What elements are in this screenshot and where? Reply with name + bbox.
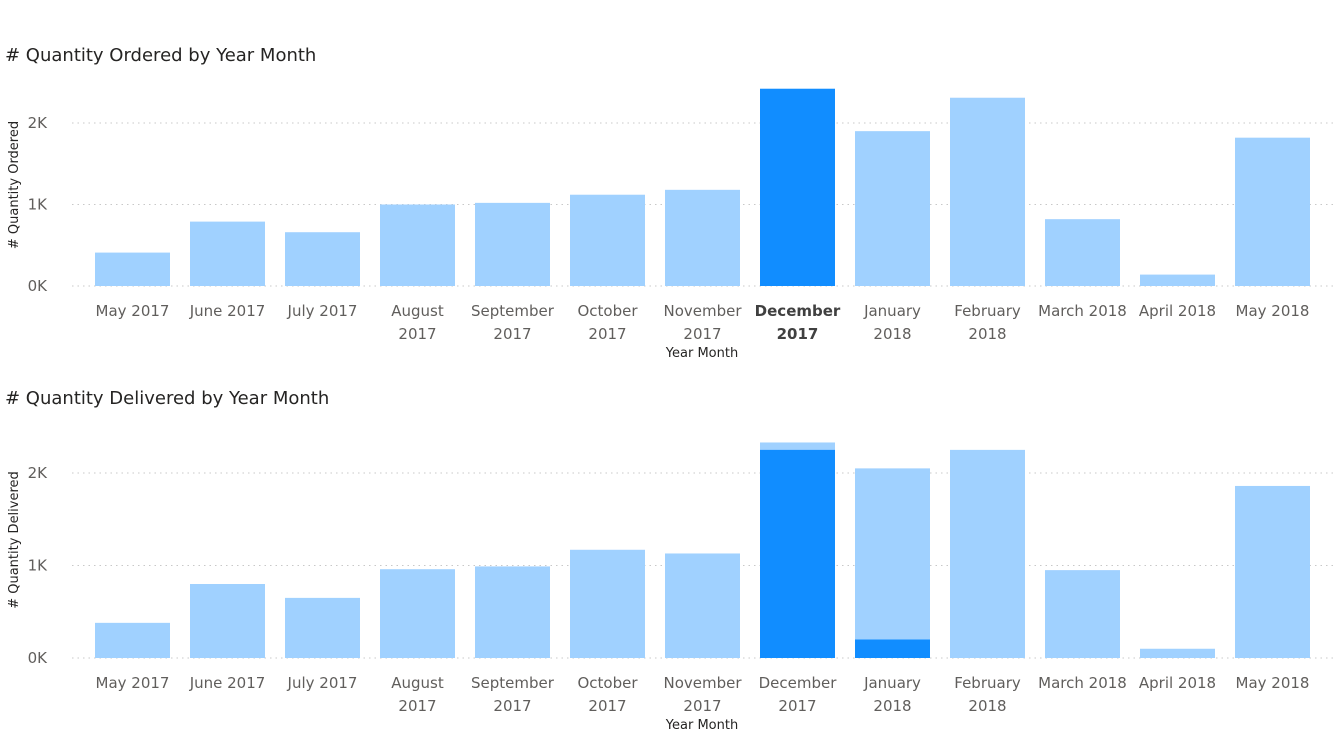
x-tick-label: June 2017 xyxy=(189,302,266,320)
x-tick-label: 2017 xyxy=(493,697,531,715)
bar-highlight[interactable] xyxy=(760,449,835,658)
bar[interactable] xyxy=(1235,485,1310,658)
x-tick-label: July 2017 xyxy=(287,674,358,692)
x-tick-label: 2018 xyxy=(968,697,1006,715)
x-tick-label: October xyxy=(577,674,638,692)
y-tick-label: 1K xyxy=(28,557,49,575)
bar[interactable] xyxy=(1235,137,1310,286)
x-tick-label: April 2018 xyxy=(1139,674,1216,692)
x-tick-label: August xyxy=(391,674,444,692)
x-tick-label: October xyxy=(577,302,638,320)
bar[interactable] xyxy=(570,194,645,286)
x-tick-label: February xyxy=(954,302,1021,320)
x-axis-title: Year Month xyxy=(665,718,738,733)
x-tick-label: December xyxy=(759,674,838,692)
y-tick-label: 2K xyxy=(28,114,49,132)
bar[interactable] xyxy=(950,97,1025,286)
x-tick-label: 2018 xyxy=(873,325,911,343)
x-tick-label: 2017 xyxy=(683,697,721,715)
x-tick-label: May 2018 xyxy=(1236,302,1310,320)
x-tick-label: February xyxy=(954,674,1021,692)
bar[interactable] xyxy=(475,566,550,658)
bar-highlight[interactable] xyxy=(760,88,835,287)
bar[interactable] xyxy=(855,468,930,658)
x-tick-label: 2017 xyxy=(588,325,626,343)
bar[interactable] xyxy=(950,449,1025,658)
x-tick-label: March 2018 xyxy=(1038,674,1127,692)
bar[interactable] xyxy=(665,553,740,658)
x-tick-label: November xyxy=(663,674,742,692)
x-tick-label: 2017 xyxy=(398,325,436,343)
bar[interactable] xyxy=(285,232,360,286)
bar[interactable] xyxy=(190,221,265,286)
bar[interactable] xyxy=(285,597,360,658)
x-tick-label: September xyxy=(471,302,555,320)
x-tick-label: 2017 xyxy=(588,697,626,715)
bar[interactable] xyxy=(475,202,550,286)
bar[interactable] xyxy=(190,584,265,658)
x-tick-label: July 2017 xyxy=(287,302,358,320)
chart-title-quantity-delivered: # Quantity Delivered by Year Month xyxy=(5,388,330,409)
chart-1: 0K 1K 2K # Quantity Ordered May 2017 June 201… xyxy=(7,88,1335,361)
y-tick-label: 2K xyxy=(28,464,49,482)
y-tick-label: 1K xyxy=(28,196,49,214)
bar[interactable] xyxy=(665,189,740,286)
x-tick-label: 2017 xyxy=(398,697,436,715)
x-tick-label: June 2017 xyxy=(189,674,266,692)
x-tick-label: 2017 xyxy=(778,697,816,715)
y-tick-label: 0K xyxy=(28,649,49,667)
x-axis-title: Year Month xyxy=(665,346,738,361)
x-tick-label: May 2017 xyxy=(96,674,170,692)
x-tick-label: January xyxy=(863,674,921,692)
x-tick-label: January xyxy=(863,302,921,320)
chart-2: 0K 1K 2K # Quantity Delivered May 2017 June 2… xyxy=(7,442,1335,733)
bar[interactable] xyxy=(855,131,930,286)
y-axis-title: # Quantity Delivered xyxy=(7,471,22,609)
x-tick-label: August xyxy=(391,302,444,320)
x-tick-label: March 2018 xyxy=(1038,302,1127,320)
bar-highlight[interactable] xyxy=(855,639,930,659)
x-tick-label: 2017 xyxy=(777,325,819,343)
x-tick-label: 2018 xyxy=(873,697,911,715)
x-tick-label: May 2018 xyxy=(1236,674,1310,692)
y-axis-title: # Quantity Ordered xyxy=(7,121,22,249)
bar[interactable] xyxy=(1140,274,1215,286)
bar[interactable] xyxy=(570,549,645,658)
x-tick-label: November xyxy=(663,302,742,320)
x-tick-label: 2018 xyxy=(968,325,1006,343)
bar[interactable] xyxy=(1045,570,1120,658)
bar[interactable] xyxy=(95,252,170,286)
bar[interactable] xyxy=(380,569,455,658)
x-tick-label: 2017 xyxy=(683,325,721,343)
x-tick-label: April 2018 xyxy=(1139,302,1216,320)
x-tick-label: May 2017 xyxy=(96,302,170,320)
bar[interactable] xyxy=(1140,648,1215,658)
bar[interactable] xyxy=(1045,219,1120,286)
x-tick-label: December xyxy=(755,302,841,320)
x-tick-label: September xyxy=(471,674,555,692)
chart-title-quantity-ordered: # Quantity Ordered by Year Month xyxy=(5,45,317,66)
bar[interactable] xyxy=(380,204,455,287)
bar[interactable] xyxy=(95,622,170,658)
y-tick-label: 0K xyxy=(28,277,49,295)
x-tick-label: 2017 xyxy=(493,325,531,343)
